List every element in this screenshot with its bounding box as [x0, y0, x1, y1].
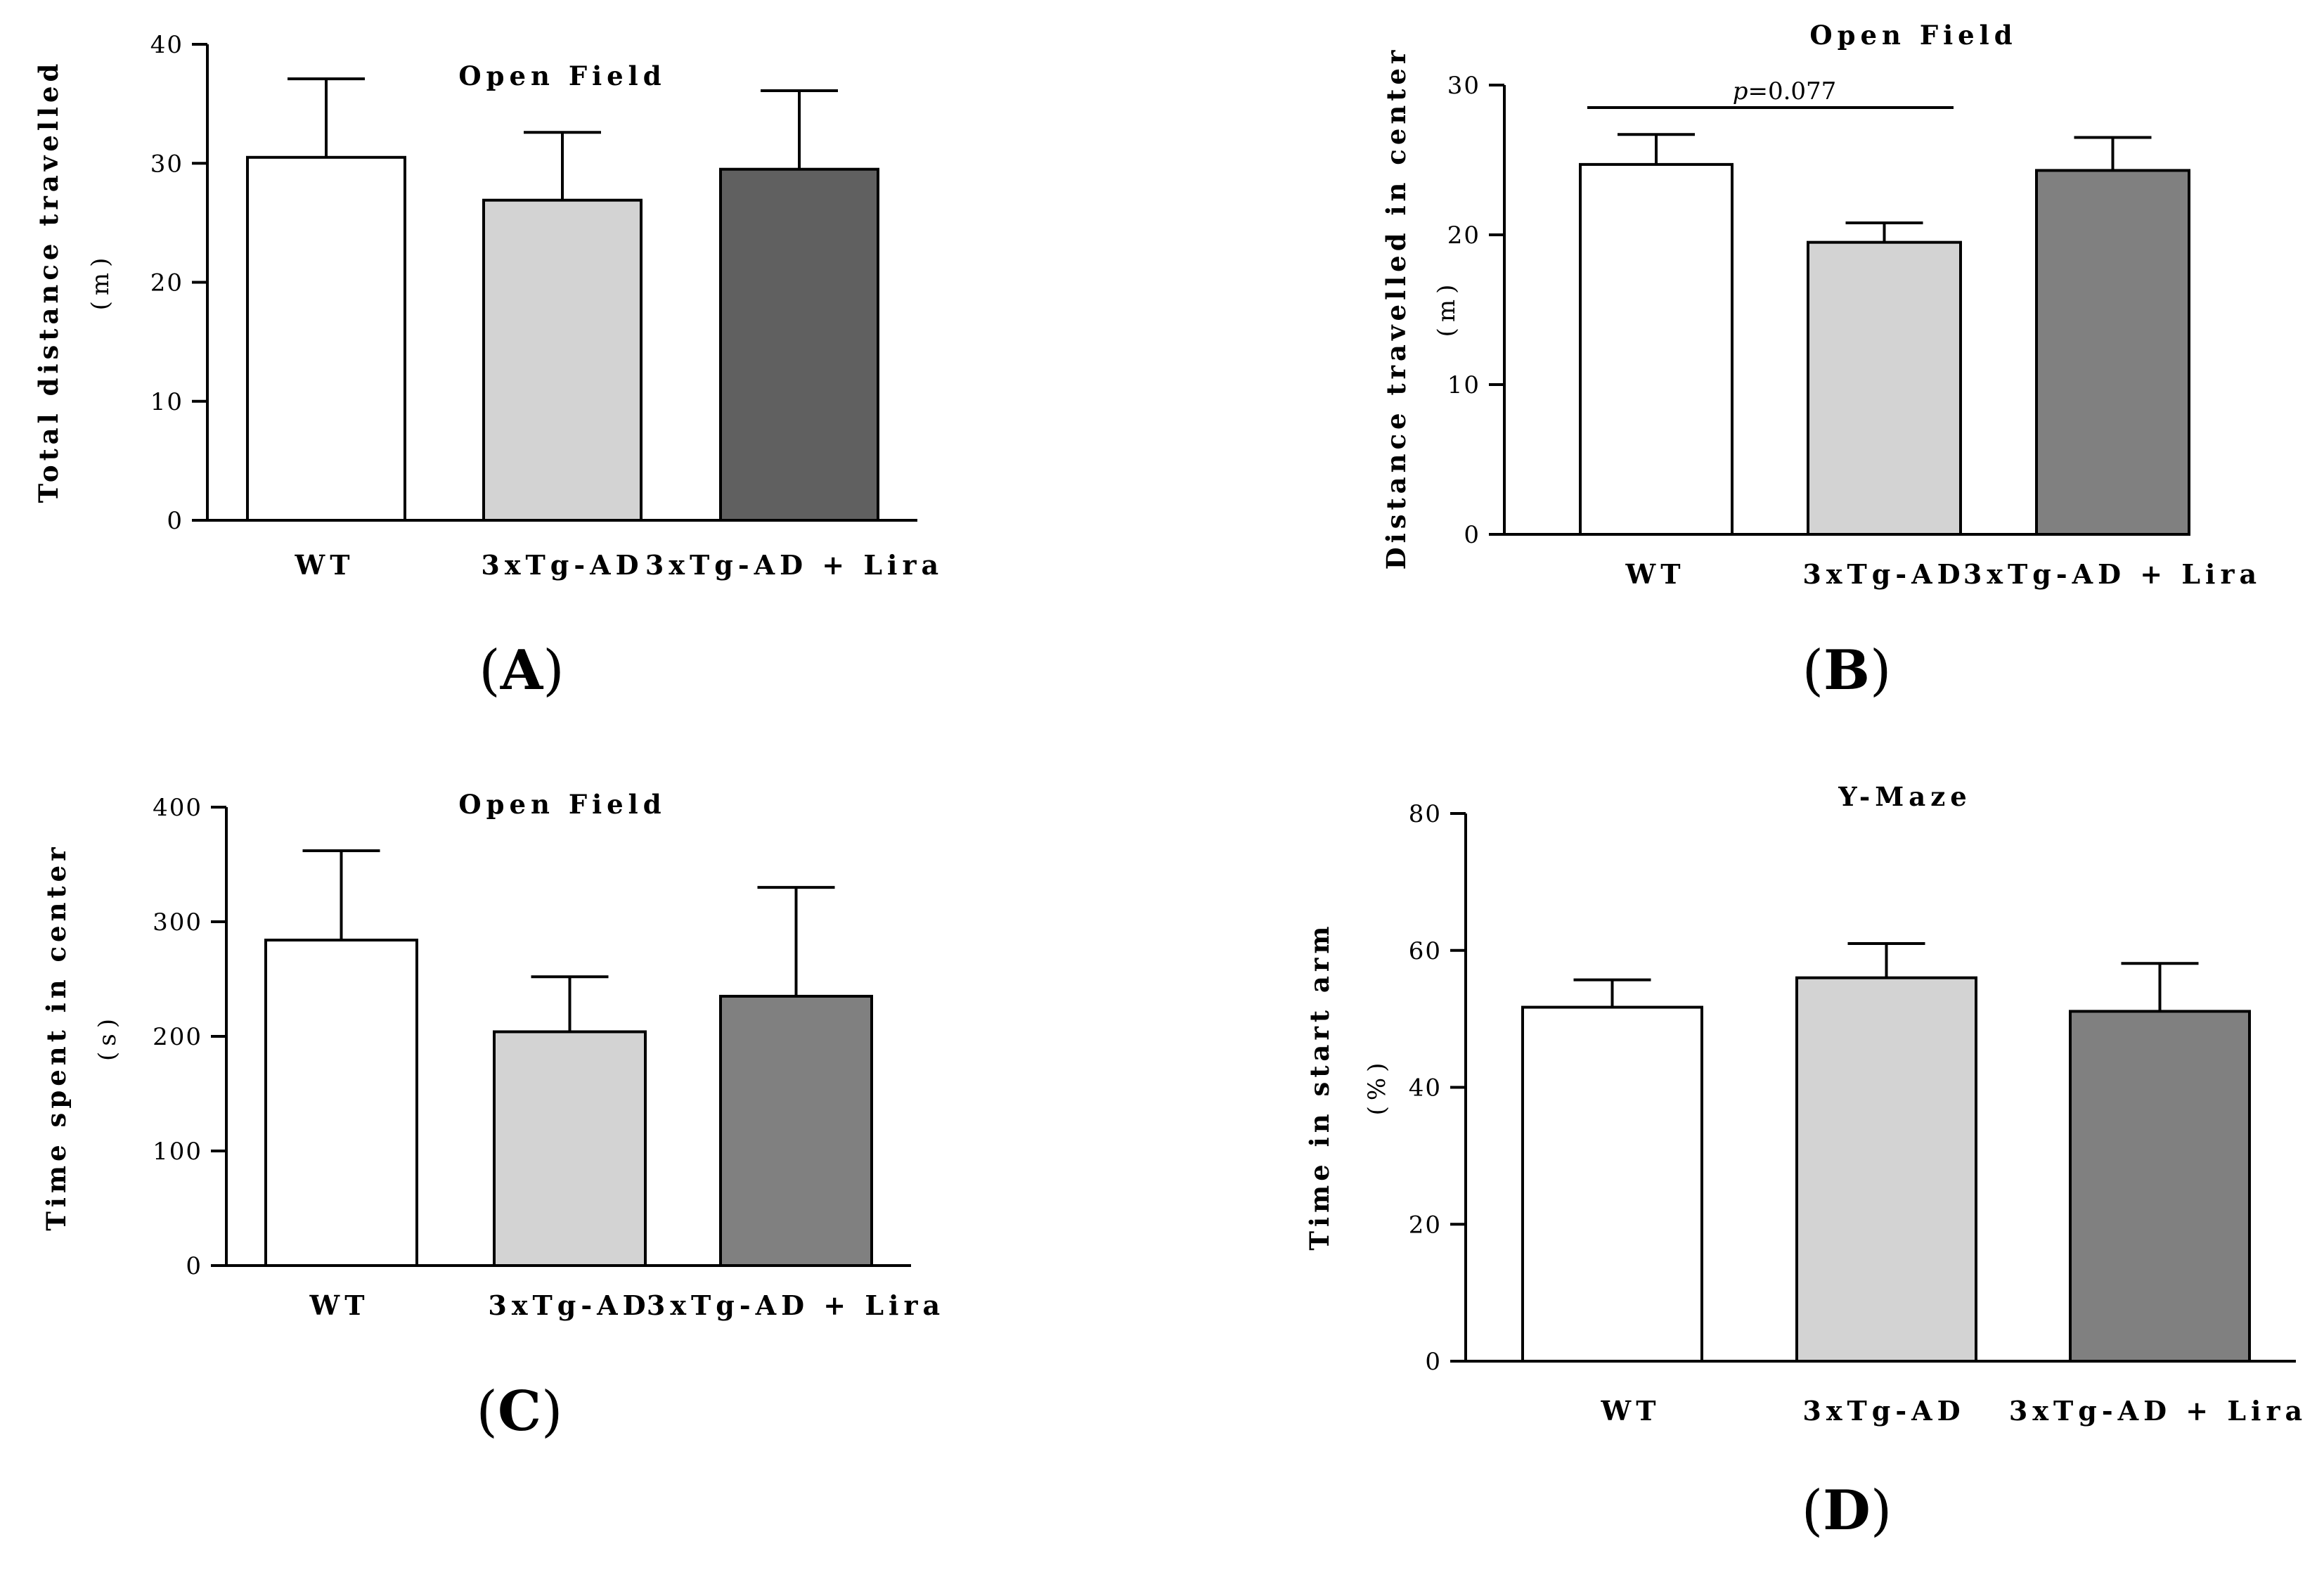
bar-3xtg-ad: [1807, 240, 1962, 536]
category-label: 3xTg-AD: [1802, 558, 1965, 590]
panel-label: (B): [1802, 638, 1892, 702]
y-axis-label: Time spent in center: [41, 843, 72, 1230]
chart-title: Open Field: [458, 789, 666, 820]
category-label: WT: [295, 549, 355, 581]
chart-panel-d: 0 20 40 60 80 WT 3xTg-AD 3xTg-AD + Lira Y-Maze Ti…: [1304, 781, 2307, 1543]
y-tick-label: 0: [167, 507, 183, 535]
y-tick-label: 30: [1447, 72, 1480, 100]
panel-label: (C): [477, 1379, 563, 1443]
y-tick-label: 0: [186, 1252, 202, 1280]
y-tick-label: 400: [153, 794, 202, 822]
y-axis-label: Time in start arm: [1304, 922, 1335, 1251]
y-tick-label: 100: [153, 1138, 202, 1166]
y-tick-label: 20: [1447, 221, 1480, 250]
y-axis-label: Distance travelled in center: [1381, 46, 1412, 570]
y-tick-label: 20: [1409, 1211, 1442, 1239]
y-tick-label: 80: [1409, 800, 1442, 828]
y-axis-label: Total distance travelled: [33, 60, 64, 503]
y-tick-label: 30: [150, 150, 183, 178]
category-label: 3xTg-AD + Lira: [645, 549, 943, 581]
category-label: 3xTg-AD + Lira: [1963, 558, 2261, 590]
chart-title: Open Field: [1809, 20, 2017, 51]
y-tick-label: 10: [1447, 371, 1480, 399]
y-tick-label: 40: [1409, 1074, 1442, 1102]
bar-3xtg-ad: [1795, 976, 1977, 1363]
panel-label: (A): [479, 638, 564, 702]
bar-wt: [1579, 162, 1734, 536]
y-tick-label: 0: [1464, 521, 1480, 549]
y-tick-label: 300: [153, 908, 202, 937]
bar-3xtg-ad-lira: [2069, 1010, 2251, 1363]
p-value-label: p=0.077: [1733, 77, 1837, 105]
y-tick-label: 10: [150, 388, 183, 416]
category-label: 3xTg-AD: [1802, 1395, 1965, 1427]
y-axis-unit: (%): [1363, 1057, 1391, 1116]
chart-title: Open Field: [458, 60, 666, 91]
category-label: 3xTg-AD: [481, 549, 643, 581]
bar-wt: [264, 939, 418, 1267]
bar-wt: [246, 155, 406, 522]
y-tick-label: 200: [153, 1023, 202, 1051]
y-axis-unit: (m): [1433, 279, 1461, 337]
y-tick-label: 40: [150, 31, 183, 59]
bar-3xtg-ad-lira: [2035, 169, 2190, 536]
category-label: WT: [1625, 558, 1686, 590]
y-tick-label: 0: [1425, 1348, 1442, 1376]
category-label: WT: [309, 1289, 370, 1321]
panel-label: (D): [1802, 1479, 1892, 1543]
bar-3xtg-ad: [493, 1030, 647, 1267]
y-axis-unit: (m): [86, 252, 115, 311]
category-label: 3xTg-AD: [488, 1289, 650, 1321]
chart-title: Y-Maze: [1838, 781, 1972, 812]
bar-3xtg-ad-lira: [719, 994, 873, 1267]
bar-wt: [1521, 1005, 1703, 1363]
category-label: WT: [1601, 1395, 1661, 1427]
y-tick-label: 60: [1409, 937, 1442, 965]
bar-3xtg-ad: [482, 198, 643, 522]
y-axis-unit: (s): [93, 1013, 122, 1061]
category-label: 3xTg-AD + Lira: [647, 1289, 945, 1321]
bar-3xtg-ad-lira: [719, 167, 879, 522]
y-tick-label: 20: [150, 269, 183, 297]
chart-panel-a: 0 10 20 30 40 WT 3xTg-AD 3xTg-AD + Lira Open Fie…: [33, 31, 943, 702]
category-label: 3xTg-AD + Lira: [2009, 1395, 2307, 1427]
